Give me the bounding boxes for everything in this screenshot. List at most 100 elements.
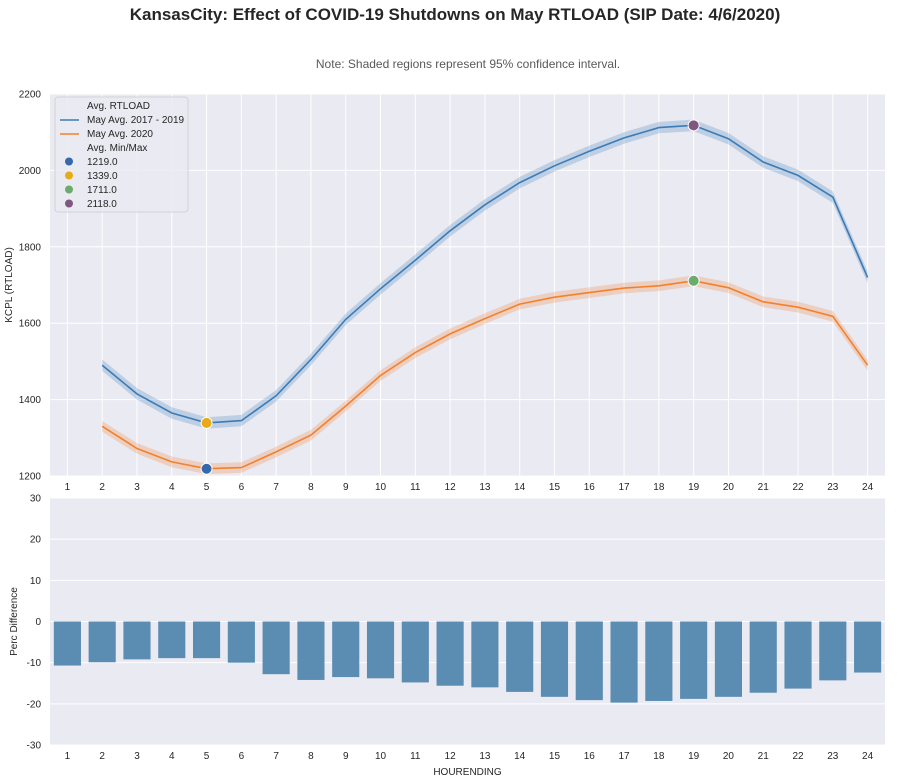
x-tick-label: 12: [445, 751, 457, 762]
x-tick-label: 14: [514, 751, 526, 762]
x-tick-label: 9: [343, 482, 349, 493]
bar: [436, 621, 464, 686]
figure-note: Note: Shaded regions represent 95% confi…: [316, 57, 620, 71]
y-tick-label: 1800: [19, 242, 42, 253]
legend-label: 1219.0: [87, 157, 118, 168]
x-tick-label: 18: [653, 751, 665, 762]
bar-chart-x-ticks: 1 2 3 4 5 6 7 8 9 10 11 12 13 14 15 16 17 18 19 20 21 22 23 24: [65, 751, 874, 762]
bar: [471, 621, 499, 688]
line-chart-legend: Avg. RTLOAD May Avg. 2017 - 2019 May Avg. …: [54, 96, 189, 213]
bar-chart-grid: [50, 497, 885, 746]
x-tick-label: 10: [375, 482, 387, 493]
legend-title-markers: Avg. Min/Max: [87, 143, 147, 154]
bar: [88, 621, 116, 663]
x-tick-label: 7: [273, 482, 279, 493]
x-tick-label: 16: [584, 482, 596, 493]
x-tick-label: 15: [549, 482, 561, 493]
figure-title: KansasCity: Effect of COVID-19 Shutdowns…: [130, 5, 781, 24]
bar: [714, 621, 743, 697]
bar: [575, 621, 603, 701]
x-tick-label: 21: [758, 751, 770, 762]
bar: [401, 621, 429, 683]
line-chart-confidence-bands: [102, 119, 868, 475]
x-tick-label: 3: [134, 482, 140, 493]
bar: [819, 621, 847, 681]
x-tick-label: 2: [99, 751, 105, 762]
x-tick-label: 22: [792, 751, 804, 762]
bar: [366, 621, 395, 679]
x-tick-label: 6: [239, 482, 245, 493]
legend-swatch-marker: [65, 185, 73, 194]
bar: [784, 621, 812, 689]
bar: [540, 621, 569, 697]
y-tick-label: -30: [27, 741, 42, 752]
legend-box: [54, 96, 189, 213]
x-tick-label: 4: [169, 482, 175, 493]
y-tick-label: 1600: [19, 319, 42, 330]
y-tick-label: 10: [30, 576, 42, 587]
x-tick-label: 19: [688, 482, 700, 493]
x-tick-label: 20: [723, 482, 735, 493]
bar-chart-y-ticks: -30 -20 -10 0 10 20 30: [27, 494, 42, 752]
bar: [53, 621, 81, 666]
legend-title-lines: Avg. RTLOAD: [87, 101, 150, 112]
bar: [610, 621, 638, 703]
legend-swatch-marker: [65, 157, 73, 166]
y-tick-label: 0: [35, 617, 41, 628]
x-tick-label: 18: [653, 482, 665, 493]
line-chart-y-ticks: 1200 1400 1600 1800 2000 2200: [19, 90, 42, 483]
bar: [158, 621, 186, 659]
y-tick-label: 1200: [19, 472, 42, 483]
bar: [297, 621, 325, 680]
legend-swatch-marker: [65, 199, 73, 208]
bar: [645, 621, 673, 701]
ci-band-1: [102, 275, 868, 475]
line-chart-series: [101, 124, 869, 470]
bar: [192, 621, 221, 659]
y-tick-label: 1400: [19, 395, 42, 406]
x-tick-label: 4: [169, 751, 175, 762]
legend-label: 1711.0: [87, 185, 117, 196]
x-tick-label: 8: [308, 482, 314, 493]
bar: [749, 621, 777, 693]
x-tick-label: 24: [862, 482, 874, 493]
x-tick-label: 1: [65, 751, 71, 762]
x-tick-label: 17: [619, 482, 631, 493]
marker-point: [687, 274, 700, 287]
x-tick-label: 15: [549, 751, 561, 762]
x-tick-label: 17: [619, 751, 631, 762]
bar: [262, 621, 290, 675]
legend-label: 1339.0: [87, 171, 118, 182]
series-line-1: [101, 279, 869, 470]
x-tick-label: 11: [410, 482, 421, 493]
x-tick-label: 8: [308, 751, 314, 762]
x-tick-label: 6: [239, 751, 245, 762]
x-tick-label: 13: [479, 751, 491, 762]
x-tick-label: 16: [584, 751, 596, 762]
y-tick-label: 2000: [19, 166, 42, 177]
bar: [332, 621, 360, 678]
bar: [227, 621, 255, 663]
legend-label: 2118.0: [87, 199, 117, 210]
x-tick-label: 5: [204, 482, 210, 493]
x-tick-label: 20: [723, 751, 735, 762]
bar: [854, 621, 882, 673]
x-tick-label: 14: [514, 482, 526, 493]
x-tick-label: 13: [479, 482, 491, 493]
x-tick-label: 22: [792, 482, 804, 493]
y-tick-label: 30: [30, 494, 42, 505]
series-line-0: [101, 124, 869, 424]
bar-chart-bars: [53, 621, 882, 703]
y-tick-label: 2200: [19, 90, 42, 101]
bar: [506, 621, 534, 692]
bar-chart-y-axis-label: Perc Difference: [9, 587, 20, 656]
x-tick-label: 21: [758, 482, 770, 493]
x-tick-label: 9: [343, 751, 349, 762]
x-tick-label: 24: [862, 751, 874, 762]
marker-point: [200, 462, 213, 475]
x-tick-label: 23: [827, 751, 839, 762]
x-tick-label: 1: [65, 482, 71, 493]
y-tick-label: -20: [27, 699, 42, 710]
bar-chart-x-axis-label: HOURENDING: [433, 767, 502, 778]
